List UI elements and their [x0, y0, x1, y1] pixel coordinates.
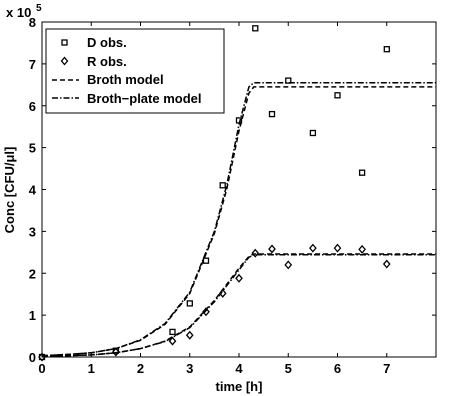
r-obs-point — [268, 244, 276, 254]
r-obs-point — [185, 330, 194, 340]
d-obs-point — [252, 25, 259, 32]
y-tick-label: 5 — [29, 141, 36, 156]
d-obs-point — [169, 328, 176, 336]
legend-marker-square-icon — [61, 39, 68, 46]
y-multiplier-label: x 10 — [6, 5, 31, 20]
x-tick-label: 2 — [137, 361, 144, 376]
d-obs-point — [186, 300, 193, 307]
r-obs-point — [168, 336, 177, 346]
y-tick-label: 1 — [29, 308, 36, 323]
r-obs-point — [284, 260, 293, 270]
d-obs-point — [268, 110, 276, 118]
y-tick-label: 7 — [29, 57, 36, 72]
y-tick-label: 3 — [29, 224, 36, 239]
r-obs-point — [202, 307, 210, 317]
x-tick-label: 4 — [235, 361, 243, 376]
d-obs-point — [285, 77, 292, 84]
y-tick-label: 2 — [29, 266, 36, 281]
model-curve-3 — [41, 81, 436, 357]
legend-label-d-obs: D obs. — [87, 35, 127, 50]
x-tick-label: 0 — [38, 361, 45, 376]
d-obs-point — [383, 46, 390, 53]
r-obs-point — [333, 243, 342, 253]
legend-label-r-obs: R obs. — [87, 54, 127, 69]
ticks-layer: 0 1 2 3 4 5 6 7 0 1 2 3 4 5 6 7 8 — [29, 15, 436, 376]
legend-label-broth-plate-model: Broth−plate model — [87, 91, 202, 106]
d-obs-point — [334, 92, 341, 99]
y-tick-label: 0 — [29, 350, 36, 365]
r-obs-point — [112, 347, 120, 357]
y-tick-label: 6 — [29, 99, 36, 114]
model-curve-5 — [41, 254, 436, 357]
legend: D obs. R obs. Broth model Broth−plate mo… — [45, 28, 225, 114]
r-obs-point — [251, 248, 260, 258]
x-axis-label: time [h] — [216, 379, 263, 394]
d-obs-point — [219, 182, 226, 189]
r-obs-point — [309, 243, 317, 253]
y-tick-label: 4 — [29, 183, 37, 198]
x-tick-label: 6 — [334, 361, 341, 376]
legend-box — [45, 28, 225, 114]
x-tick-label: 1 — [88, 361, 95, 376]
model-curve-4 — [41, 253, 436, 357]
r-obs-point — [218, 288, 227, 298]
x-tick-label: 5 — [285, 361, 292, 376]
y-axis-label: Conc [CFU/μl] — [2, 147, 17, 234]
y-multiplier-exponent: 5 — [36, 3, 42, 14]
d-obs-point — [358, 169, 366, 176]
x-tick-label: 3 — [186, 361, 193, 376]
legend-label-broth-model: Broth model — [87, 72, 164, 87]
d-obs-point — [309, 129, 317, 137]
r-obs-point — [382, 259, 391, 269]
legend-marker-diamond-icon — [60, 56, 69, 66]
y-tick-label: 8 — [29, 15, 36, 30]
r-obs-point — [358, 244, 366, 254]
x-tick-label: 7 — [383, 361, 390, 376]
r-obs-point — [235, 273, 243, 283]
series-layer — [38, 25, 436, 362]
